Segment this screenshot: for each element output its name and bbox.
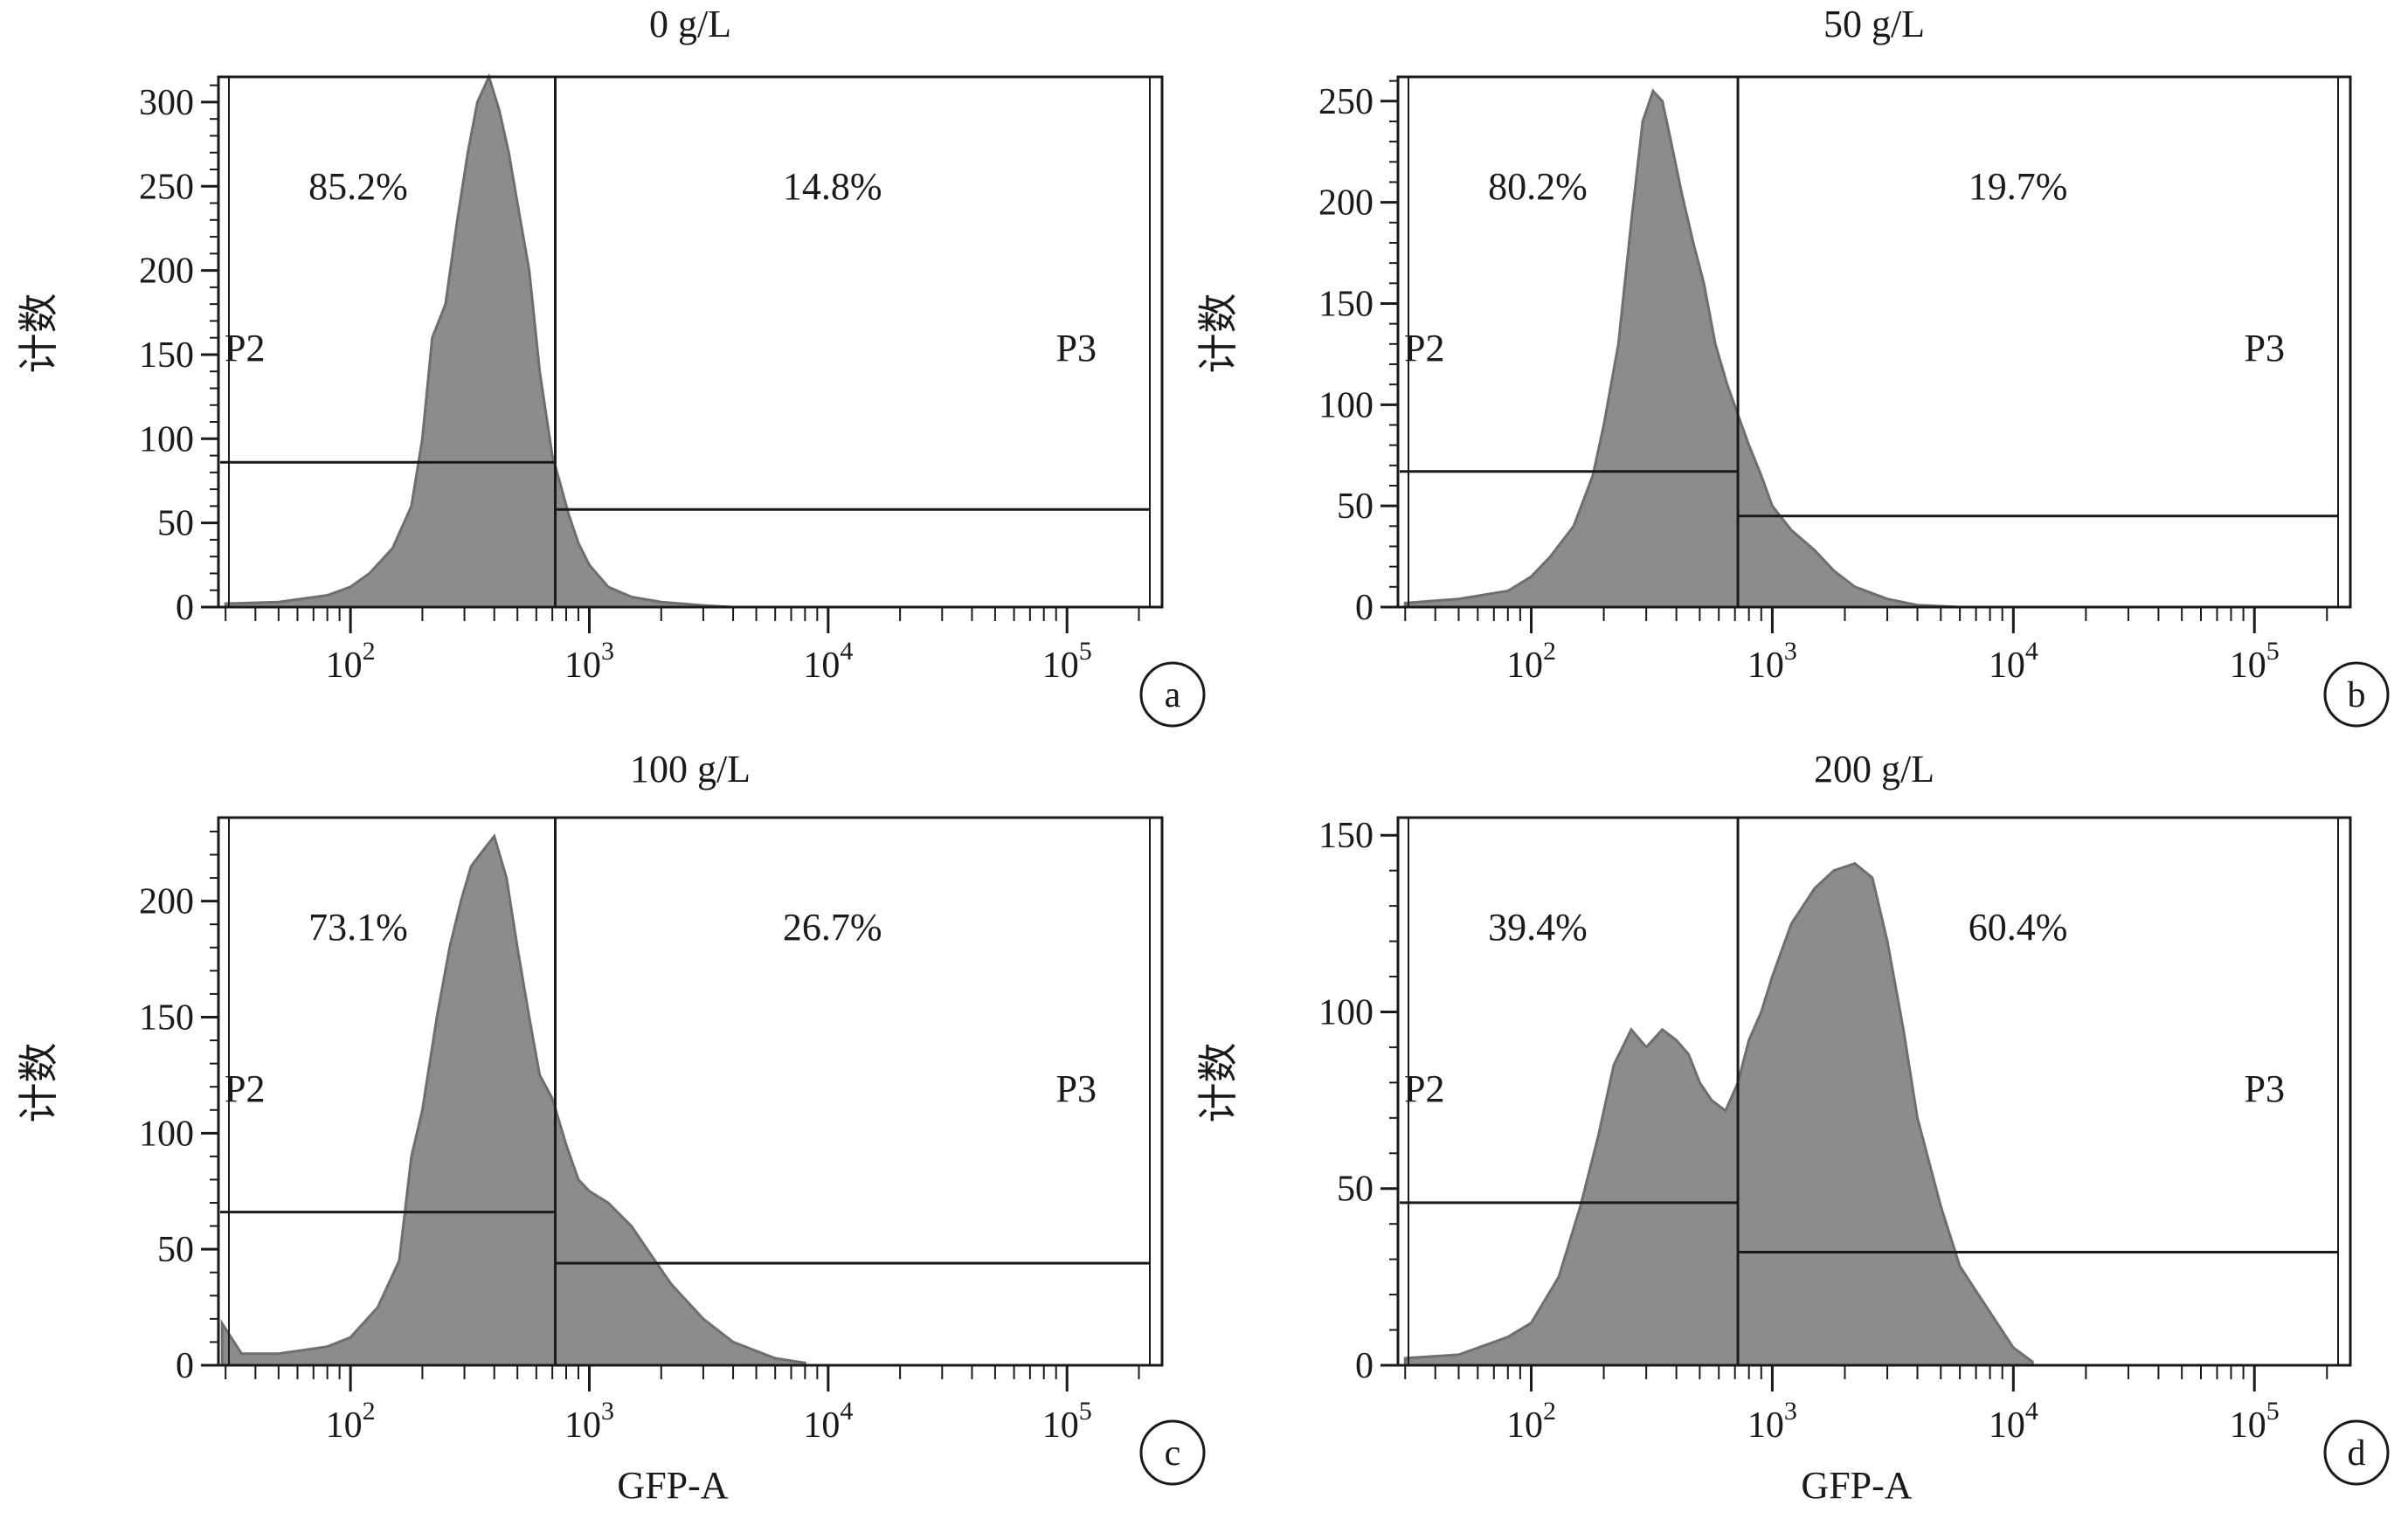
x-tick-label: 104 (1989, 637, 2038, 686)
gate-percent-p3: 60.4% (1969, 906, 2068, 949)
x-axis-label: GFP-A (1801, 1464, 1912, 1507)
histogram-area (220, 833, 806, 1367)
x-tick-label: 102 (1506, 1397, 1556, 1446)
y-tick-label: 150 (1318, 816, 1374, 856)
y-tick-label: 50 (1337, 1170, 1374, 1210)
gate-name-p2: P2 (225, 327, 265, 369)
gate-percent-p3: 26.7% (783, 906, 882, 949)
y-axis-label: 计数 (1196, 1043, 1241, 1123)
y-tick-label: 300 (139, 83, 194, 123)
y-tick-label: 200 (139, 252, 194, 292)
y-tick-label: 250 (1318, 82, 1374, 122)
panel-label-circle (2323, 1419, 2390, 1486)
y-tick-label: 50 (157, 504, 194, 544)
gate-percent-p2: 73.1% (308, 906, 408, 949)
histogram-area (1403, 861, 2034, 1367)
panel-title: 100 g/L (630, 748, 751, 791)
histogram-area (1403, 88, 1961, 609)
gate-name-p2: P2 (1404, 1067, 1444, 1110)
y-tick-label: 0 (176, 588, 194, 628)
plot-frame (217, 75, 1164, 609)
y-tick-label: 0 (1355, 1346, 1374, 1386)
panel-label-circle (1139, 661, 1206, 728)
histogram-area (224, 72, 776, 609)
y-tick-label: 0 (1355, 588, 1374, 628)
gate-name-p3: P3 (1056, 1067, 1097, 1110)
panel-label: d (2348, 1433, 2366, 1474)
y-tick-label: 150 (139, 998, 194, 1038)
gate-name-p2: P2 (225, 1067, 265, 1110)
gate-name-p3: P3 (2245, 1067, 2285, 1110)
gate-percent-p3: 19.7% (1969, 165, 2068, 208)
panel-label: b (2348, 675, 2366, 715)
gate-percent-p2: 39.4% (1488, 906, 1588, 949)
panel-label-circle (1139, 1419, 1206, 1486)
y-tick-label: 0 (176, 1346, 194, 1386)
x-axis-label: GFP-A (617, 1464, 728, 1507)
y-tick-label: 100 (1318, 992, 1374, 1032)
x-tick-label: 104 (803, 637, 853, 686)
x-tick-label: 105 (2230, 1397, 2280, 1446)
panel-title: 0 g/L (649, 3, 731, 45)
gate-percent-p2: 80.2% (1488, 165, 1588, 208)
gate-percent-p3: 14.8% (783, 165, 882, 208)
gate-name-p3: P3 (1056, 327, 1097, 369)
panel-c: 0 50 100 150 200 102 103 104 105 100 g/L 计数 GFP-A 73… (17, 748, 1206, 1507)
panel-b: 0 50 100 150 200 250 102 103 104 105 50 g/L 计数 80.2%… (1196, 3, 2390, 728)
y-tick-label: 50 (157, 1230, 194, 1270)
y-tick-label: 150 (1318, 284, 1374, 324)
y-tick-label: 100 (1318, 385, 1374, 425)
gate-name-p3: P3 (2245, 327, 2285, 369)
panel-label: a (1165, 675, 1181, 715)
panel-title: 50 g/L (1823, 3, 1925, 45)
x-tick-label: 103 (564, 637, 614, 686)
panel-label: c (1165, 1433, 1181, 1474)
x-tick-label: 102 (1506, 637, 1556, 686)
panel-a: 0 50 100 150 200 250 300 102 103 104 105 0 g/L 计数 85.… (17, 3, 1206, 728)
y-tick-label: 100 (139, 1114, 194, 1154)
x-tick-label: 103 (1747, 637, 1797, 686)
x-tick-label: 103 (564, 1397, 614, 1446)
panel-label-circle (2323, 661, 2390, 728)
gate-percent-p2: 85.2% (308, 165, 408, 208)
plot-frame (1396, 75, 2352, 609)
panel-title: 200 g/L (1814, 748, 1934, 791)
gate-name-p2: P2 (1404, 327, 1444, 369)
y-tick-label: 50 (1337, 487, 1374, 527)
y-axis-label: 计数 (1196, 293, 1241, 374)
y-axis-label: 计数 (17, 1043, 61, 1123)
plot-frame (1396, 816, 2352, 1367)
y-tick-label: 200 (139, 882, 194, 922)
y-tick-label: 200 (1318, 183, 1374, 224)
y-tick-label: 250 (139, 167, 194, 207)
x-tick-label: 102 (326, 637, 376, 686)
x-tick-label: 105 (1042, 637, 1092, 686)
x-tick-label: 104 (1989, 1397, 2038, 1446)
plot-frame (217, 816, 1164, 1367)
x-tick-label: 105 (1042, 1397, 1092, 1446)
x-tick-label: 103 (1747, 1397, 1797, 1446)
x-tick-label: 104 (803, 1397, 853, 1446)
y-tick-label: 150 (139, 335, 194, 376)
panel-d: 0 50 100 150 102 103 104 105 200 g/L 计数 GFP-A 39.4%… (1196, 748, 2390, 1507)
x-tick-label: 105 (2230, 637, 2280, 686)
y-tick-label: 100 (139, 419, 194, 459)
y-axis-label: 计数 (17, 293, 61, 374)
x-tick-label: 102 (326, 1397, 376, 1446)
